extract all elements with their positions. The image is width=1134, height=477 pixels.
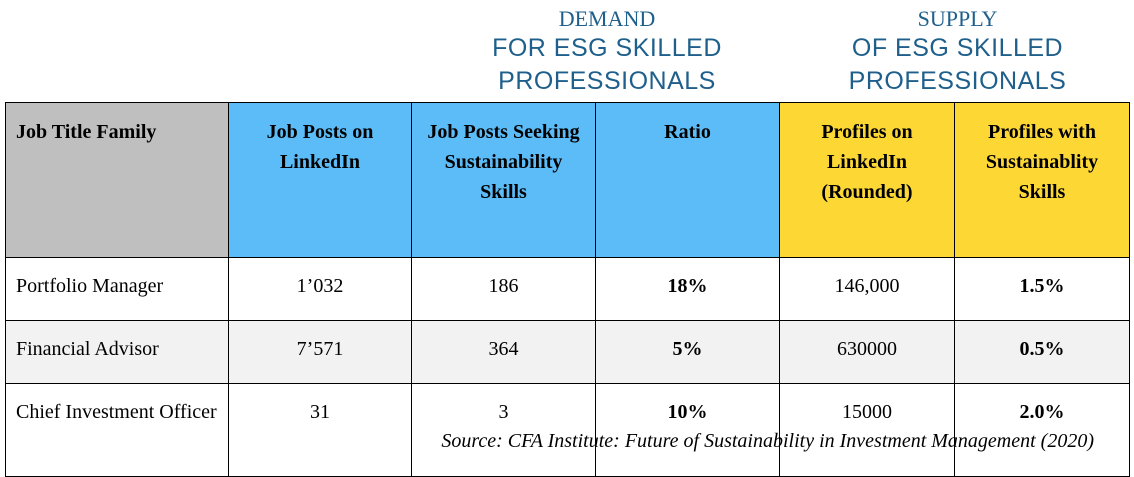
column-header-job-title-family: Job Title Family: [5, 102, 229, 258]
supply-heading: SUPPLY OF ESG SKILLED PROFESSIONALS: [830, 6, 1085, 98]
supply-heading-line2: PROFESSIONALS: [848, 67, 1067, 95]
column-header-profiles-sustainability: Profiles with Sustainablity Skills: [954, 102, 1130, 258]
cell-profiles-sustainability: 0.5%: [954, 320, 1130, 384]
esg-skills-table: Job Title Family Job Posts on LinkedIn J…: [5, 102, 1130, 477]
cell-job-posts: 7’571: [228, 320, 412, 384]
demand-heading: DEMAND FOR ESG SKILLED PROFESSIONALS: [478, 6, 736, 98]
cell-profiles: 15000: [779, 383, 955, 477]
cell-job-posts-sustainability: 186: [411, 257, 596, 321]
cell-job-title: Portfolio Manager: [5, 257, 229, 321]
supply-heading-title: SUPPLY: [917, 6, 998, 31]
column-header-ratio: Ratio: [595, 102, 780, 258]
table-row-financial-advisor: Financial Advisor 7’571 364 5% 630000 0.…: [5, 320, 1130, 384]
cell-profiles-sustainability: 2.0%: [954, 383, 1130, 477]
cell-ratio: 18%: [595, 257, 780, 321]
table-header-row: Job Title Family Job Posts on LinkedIn J…: [5, 102, 1130, 258]
column-header-profiles: Profiles on LinkedIn (Rounded): [779, 102, 955, 258]
table-row-portfolio-manager: Portfolio Manager 1’032 186 18% 146,000 …: [5, 257, 1130, 321]
cell-job-title: Chief Investment Officer: [5, 383, 229, 477]
cell-profiles: 630000: [779, 320, 955, 384]
cell-ratio: 5%: [595, 320, 780, 384]
cell-job-posts-sustainability: 364: [411, 320, 596, 384]
source-caption: Source: CFA Institute: Future of Sustain…: [441, 430, 1094, 452]
cell-job-posts: 31: [228, 383, 412, 477]
table-row-chief-investment-officer: Chief Investment Officer 31 3 10% 15000 …: [5, 383, 1130, 477]
demand-heading-title: DEMAND: [558, 6, 656, 31]
demand-heading-line2: PROFESSIONALS: [498, 67, 716, 95]
column-header-job-posts-sustainability: Job Posts Seeking Sustainability Skills: [411, 102, 596, 258]
cell-job-title: Financial Advisor: [5, 320, 229, 384]
demand-heading-line1: FOR ESG SKILLED: [492, 34, 722, 62]
cell-job-posts: 1’032: [228, 257, 412, 321]
cell-profiles: 146,000: [779, 257, 955, 321]
cell-profiles-sustainability: 1.5%: [954, 257, 1130, 321]
supply-heading-line1: OF ESG SKILLED: [851, 34, 1064, 62]
column-header-job-posts: Job Posts on LinkedIn: [228, 102, 412, 258]
